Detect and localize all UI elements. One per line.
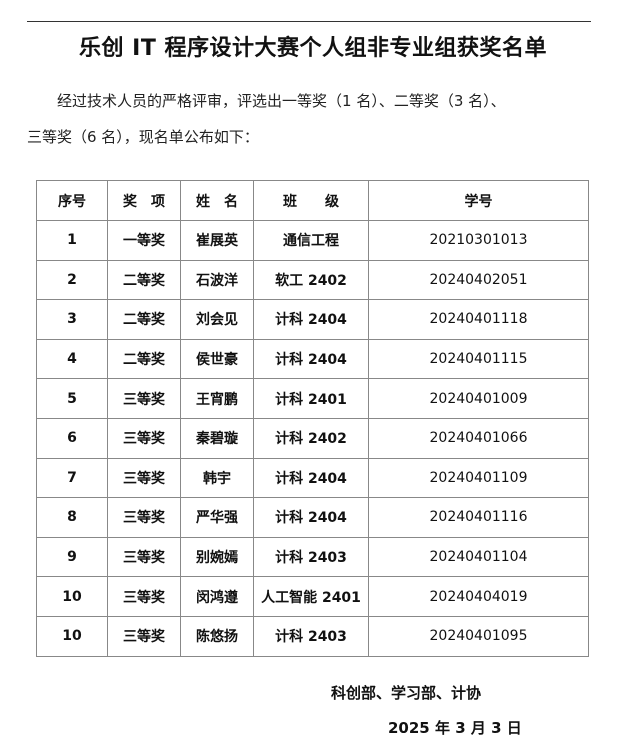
footer-org: 科创部、学习部、计协 (331, 684, 482, 702)
cell-class: 计科 2401 (253, 378, 369, 419)
cell-name: 王宵鹏 (180, 378, 254, 419)
cell-award: 三等奖 (107, 417, 181, 459)
cell-name: 别婉嫣 (180, 536, 254, 578)
cell-award: 三等奖 (107, 497, 181, 538)
page-title: 乐创 IT 程序设计大赛个人组非专业组获奖名单 (78, 36, 547, 61)
cell-class: 计科 2403 (253, 536, 369, 578)
cell-class: 计科 2404 (253, 299, 369, 340)
table-row: 10 三等奖 陈悠扬 计科 2403 20240401095 (36, 615, 589, 657)
cell-award: 三等奖 (107, 576, 181, 617)
cell-student-id: 20240401009 (368, 378, 589, 419)
intro-line-1: 经过技术人员的严格评审，评选出一等奖（1 名）、二等奖（3 名）、 (57, 92, 506, 110)
cell-class: 计科 2404 (253, 338, 369, 380)
cell-award: 三等奖 (107, 536, 181, 578)
cell-name: 石波洋 (180, 259, 254, 301)
cell-student-id: 20210301013 (368, 220, 589, 261)
intro-line-2: 三等奖（6 名），现名单公布如下： (27, 128, 259, 146)
award-table: 序号 奖 项 姓 名 班 级 学号 1 一等奖 崔展英 通信工程 20210301013… (36, 180, 589, 657)
cell-award: 二等奖 (107, 299, 181, 340)
table-row: 8 三等奖 严华强 计科 2404 20240401116 (36, 497, 589, 538)
table-row: 2 二等奖 石波洋 软工 2402 20240402051 (36, 259, 589, 301)
cell-index: 8 (36, 497, 108, 538)
cell-student-id: 20240401066 (368, 417, 589, 459)
cell-class: 计科 2404 (253, 457, 369, 499)
table-row: 5 三等奖 王宵鹏 计科 2401 20240401009 (36, 378, 589, 419)
header-student-id: 学号 (368, 180, 589, 221)
cell-index: 2 (36, 259, 108, 301)
table-row: 7 三等奖 韩宇 计科 2404 20240401109 (36, 457, 589, 499)
cell-student-id: 20240401115 (368, 338, 589, 380)
cell-class: 人工智能 2401 (253, 576, 369, 617)
header-index: 序号 (36, 180, 108, 221)
cell-award: 二等奖 (107, 338, 181, 380)
cell-award: 三等奖 (107, 457, 181, 499)
table-row: 4 二等奖 侯世豪 计科 2404 20240401115 (36, 338, 589, 380)
cell-index: 1 (36, 220, 108, 261)
cell-name: 刘会见 (180, 299, 254, 340)
cell-index: 7 (36, 457, 108, 499)
table-row: 1 一等奖 崔展英 通信工程 20210301013 (36, 220, 589, 261)
cell-student-id: 20240401095 (368, 615, 589, 657)
cell-index: 3 (36, 299, 108, 340)
cell-name: 严华强 (180, 497, 254, 538)
table-row: 6 三等奖 秦碧璇 计科 2402 20240401066 (36, 417, 589, 459)
top-rule (27, 21, 591, 22)
cell-index: 10 (36, 576, 108, 617)
cell-name: 闵鸿遵 (180, 576, 254, 617)
cell-name: 秦碧璇 (180, 417, 254, 459)
cell-student-id: 20240404019 (368, 576, 589, 617)
table-row: 3 二等奖 刘会见 计科 2404 20240401118 (36, 299, 589, 340)
cell-class: 通信工程 (253, 220, 369, 261)
header-name: 姓 名 (180, 180, 254, 221)
cell-name: 侯世豪 (180, 338, 254, 380)
cell-class: 计科 2402 (253, 417, 369, 459)
cell-index: 6 (36, 417, 108, 459)
cell-student-id: 20240401118 (368, 299, 589, 340)
cell-name: 崔展英 (180, 220, 254, 261)
cell-name: 韩宇 (180, 457, 254, 499)
cell-name: 陈悠扬 (180, 615, 254, 657)
table-row: 9 三等奖 别婉嫣 计科 2403 20240401104 (36, 536, 589, 578)
cell-award: 一等奖 (107, 220, 181, 261)
cell-student-id: 20240401104 (368, 536, 589, 578)
cell-class: 计科 2403 (253, 615, 369, 657)
cell-award: 三等奖 (107, 378, 181, 419)
cell-class: 软工 2402 (253, 259, 369, 301)
footer-date: 2025 年 3 月 3 日 (388, 719, 522, 737)
cell-index: 4 (36, 338, 108, 380)
cell-index: 5 (36, 378, 108, 419)
table-header-row: 序号 奖 项 姓 名 班 级 学号 (36, 180, 589, 221)
cell-student-id: 20240401109 (368, 457, 589, 499)
cell-student-id: 20240401116 (368, 497, 589, 538)
header-class: 班 级 (253, 180, 369, 221)
cell-award: 三等奖 (107, 615, 181, 657)
cell-student-id: 20240402051 (368, 259, 589, 301)
cell-index: 9 (36, 536, 108, 578)
cell-index: 10 (36, 615, 108, 657)
cell-class: 计科 2404 (253, 497, 369, 538)
table-row: 10 三等奖 闵鸿遵 人工智能 2401 20240404019 (36, 576, 589, 617)
cell-award: 二等奖 (107, 259, 181, 301)
header-award: 奖 项 (107, 180, 181, 221)
